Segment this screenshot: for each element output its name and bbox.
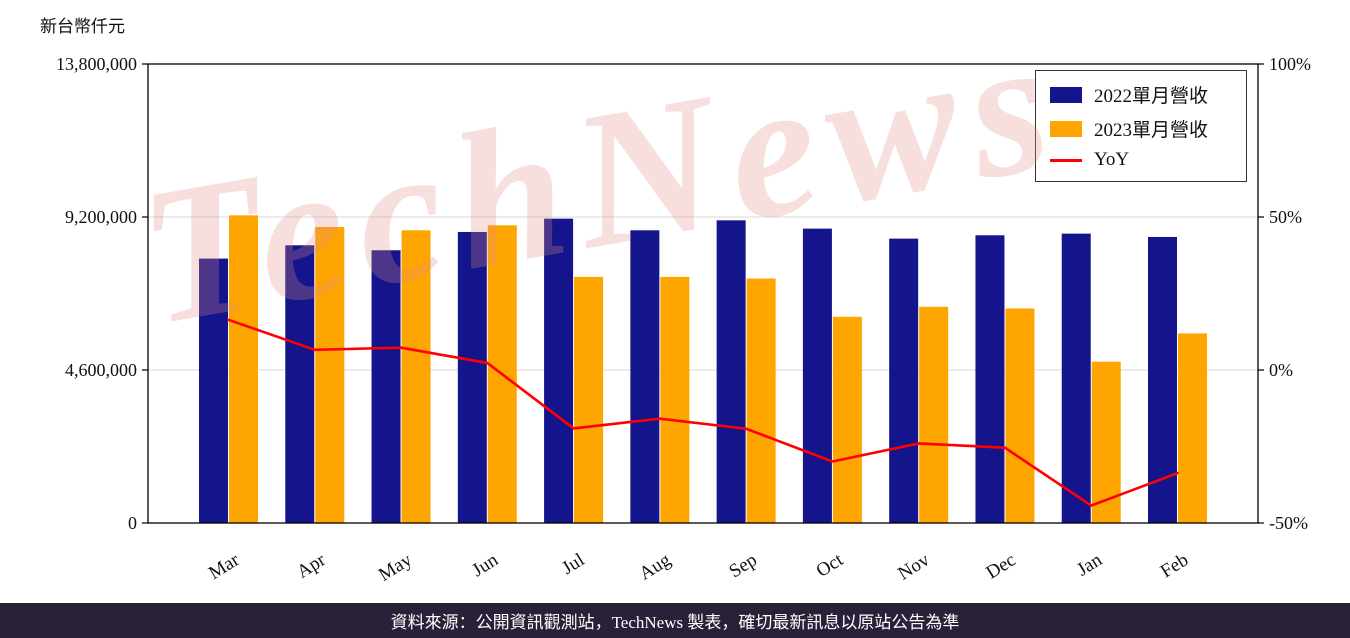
bar-2022單月營收-Jan [1061,233,1091,523]
bar-2023單月營收-Dec [1005,308,1035,523]
bar-2023單月營收-Aug [660,276,690,523]
x-axis-tick-label: Nov [894,549,933,584]
legend-item-2022: 2022單月營收 [1050,81,1232,108]
right-axis-tick-label: 50% [1269,207,1302,227]
footer-source-text: 資料來源：公開資訊觀測站，TechNews 製表，確切最新訊息以原站公告為準 [390,613,960,632]
bar-2023單月營收-May [401,230,431,523]
legend-item-2023: 2023單月營收 [1050,115,1232,142]
x-axis-tick-label: Mar [205,549,244,584]
legend-item-yoy: YoY [1050,149,1232,171]
legend-label-2023: 2023單月營收 [1094,120,1209,141]
bar-2023單月營收-Oct [832,316,862,523]
x-axis-tick-label: May [375,549,416,586]
legend-swatch-2023 [1050,120,1082,137]
y-axis-unit-label: 新台幣仟元 [40,17,125,36]
chart-area: 新台幣仟元 0 4,600,000 9,200,000 13,800,000 -50% 0… [40,0,1311,586]
x-axis-tick-label: Dec [983,549,1020,583]
legend-label-yoy: YoY [1094,149,1130,170]
footer-bar: 資料來源：公開資訊觀測站，TechNews 製表，確切最新訊息以原站公告為準 [0,603,1350,638]
plot-border [147,63,1259,524]
bar-2022單月營收-Dec [975,235,1005,524]
legend-swatch-yoy [1050,158,1082,162]
legend-swatch-2022 [1050,86,1082,103]
bar-2023單月營收-Mar [229,215,258,523]
bar-2022單月營收-Nov [889,238,919,523]
bar-2022單月營收-Aug [630,230,660,523]
right-axis-tick-label: 0% [1269,360,1293,380]
left-axis-tick-label: 4,600,000 [65,360,137,380]
legend-label-2022: 2022單月營收 [1094,86,1209,107]
x-axis-tick-label: Aug [636,549,675,584]
left-axis-tick-label: 13,800,000 [56,54,137,74]
bar-2022單月營收-Apr [285,245,315,524]
bar-2022單月營收-Jul [544,218,574,524]
x-axis-tick-label: Oct [813,549,848,582]
bar-2022單月營收-May [371,250,401,523]
bar-2023單月營收-Apr [315,226,345,523]
bar-2023單月營收-Nov [919,306,949,523]
bar-2022單月營收-Sep [716,220,746,523]
bar-2023單月營收-Jul [574,276,604,523]
bar-2023單月營收-Feb [1178,333,1207,523]
x-axis-tick-label: Sep [725,549,760,582]
right-axis-tick-label: -50% [1269,513,1308,533]
combo-chart: 0 4,600,000 9,200,000 13,800,000 -50% 0% 50% 10… [56,54,1311,586]
bar-2022單月營收-Mar [199,258,228,523]
x-axis-tick-label: Jul [558,549,588,579]
bar-2022單月營收-Jun [457,231,487,523]
x-axis-tick-label: Jan [1073,549,1106,580]
legend: 2022單月營收 2023單月營收 YoY [1035,70,1247,182]
x-axis-tick-label: Feb [1157,549,1192,582]
bar-2022單月營收-Oct [802,228,832,524]
right-axis-tick-label: 100% [1269,54,1311,74]
left-axis-tick-label: 0 [128,513,137,533]
left-axis-tick-label: 9,200,000 [65,207,137,227]
x-axis-tick-label: Apr [293,549,330,583]
yoy-line [227,318,1179,507]
bar-2023單月營收-Sep [746,278,776,523]
x-axis-tick-label: Jun [468,549,502,581]
